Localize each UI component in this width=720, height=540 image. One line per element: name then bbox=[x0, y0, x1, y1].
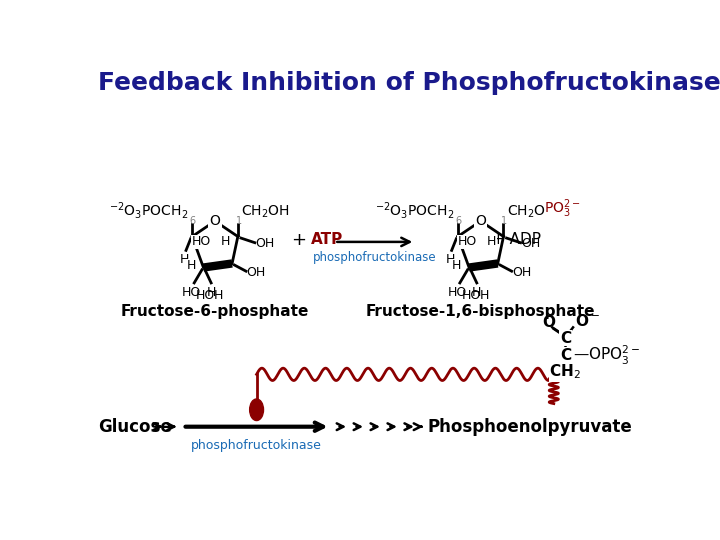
Text: CH$_2$O: CH$_2$O bbox=[507, 203, 546, 220]
Text: OH: OH bbox=[521, 237, 541, 250]
Text: Feedback Inhibition of Phosphofructokinase: Feedback Inhibition of Phosphofructokina… bbox=[98, 71, 720, 95]
Text: OH: OH bbox=[247, 266, 266, 279]
Text: 6: 6 bbox=[456, 216, 462, 226]
Text: CH$_2$OH: CH$_2$OH bbox=[241, 203, 289, 220]
Text: CH$_2$: CH$_2$ bbox=[549, 363, 581, 381]
Text: Fructose-6-phosphate: Fructose-6-phosphate bbox=[121, 303, 309, 319]
Text: H: H bbox=[221, 235, 230, 248]
Text: C: C bbox=[559, 348, 571, 362]
Text: HO: HO bbox=[462, 289, 481, 302]
Text: H: H bbox=[215, 289, 224, 302]
Text: O$^-$: O$^-$ bbox=[575, 313, 600, 329]
Text: OH: OH bbox=[513, 266, 531, 279]
Text: HO: HO bbox=[448, 286, 467, 299]
Text: Fructose-1,6-bisphosphate: Fructose-1,6-bisphosphate bbox=[366, 303, 595, 319]
Text: 6: 6 bbox=[190, 216, 196, 226]
Text: HO: HO bbox=[182, 286, 201, 299]
Text: HO: HO bbox=[196, 289, 215, 302]
Text: H: H bbox=[452, 259, 462, 273]
Text: O: O bbox=[542, 315, 555, 330]
Text: $^{-2}$O$_3$POCH$_2$: $^{-2}$O$_3$POCH$_2$ bbox=[374, 200, 454, 221]
Text: H: H bbox=[487, 235, 496, 248]
Text: 1: 1 bbox=[235, 216, 242, 226]
Text: PO$_3^{2-}$: PO$_3^{2-}$ bbox=[544, 197, 580, 220]
Text: H: H bbox=[186, 259, 196, 273]
Text: H: H bbox=[472, 286, 482, 299]
Text: H: H bbox=[446, 253, 455, 266]
Text: +: + bbox=[291, 231, 306, 248]
Text: phosphofructokinase: phosphofructokinase bbox=[191, 439, 322, 452]
Text: H: H bbox=[480, 289, 489, 302]
Text: + ADP: + ADP bbox=[492, 232, 541, 247]
Text: $^{-2}$O$_3$POCH$_2$: $^{-2}$O$_3$POCH$_2$ bbox=[109, 200, 189, 221]
Text: OH: OH bbox=[256, 237, 275, 250]
Text: O: O bbox=[210, 214, 220, 228]
Text: phosphofructokinase: phosphofructokinase bbox=[313, 251, 436, 264]
Text: HO: HO bbox=[457, 235, 477, 248]
Text: Glucose: Glucose bbox=[98, 418, 171, 436]
Text: O: O bbox=[475, 214, 486, 228]
Text: —OPO$_3^{2-}$: —OPO$_3^{2-}$ bbox=[573, 343, 640, 367]
Text: ATP: ATP bbox=[311, 232, 343, 247]
Text: H: H bbox=[207, 286, 216, 299]
Text: C: C bbox=[559, 330, 571, 346]
Text: Phosphoenolpyruvate: Phosphoenolpyruvate bbox=[428, 418, 632, 436]
Ellipse shape bbox=[250, 399, 264, 421]
Text: 1: 1 bbox=[501, 216, 508, 226]
Text: HO: HO bbox=[192, 235, 211, 248]
Text: H: H bbox=[180, 253, 189, 266]
